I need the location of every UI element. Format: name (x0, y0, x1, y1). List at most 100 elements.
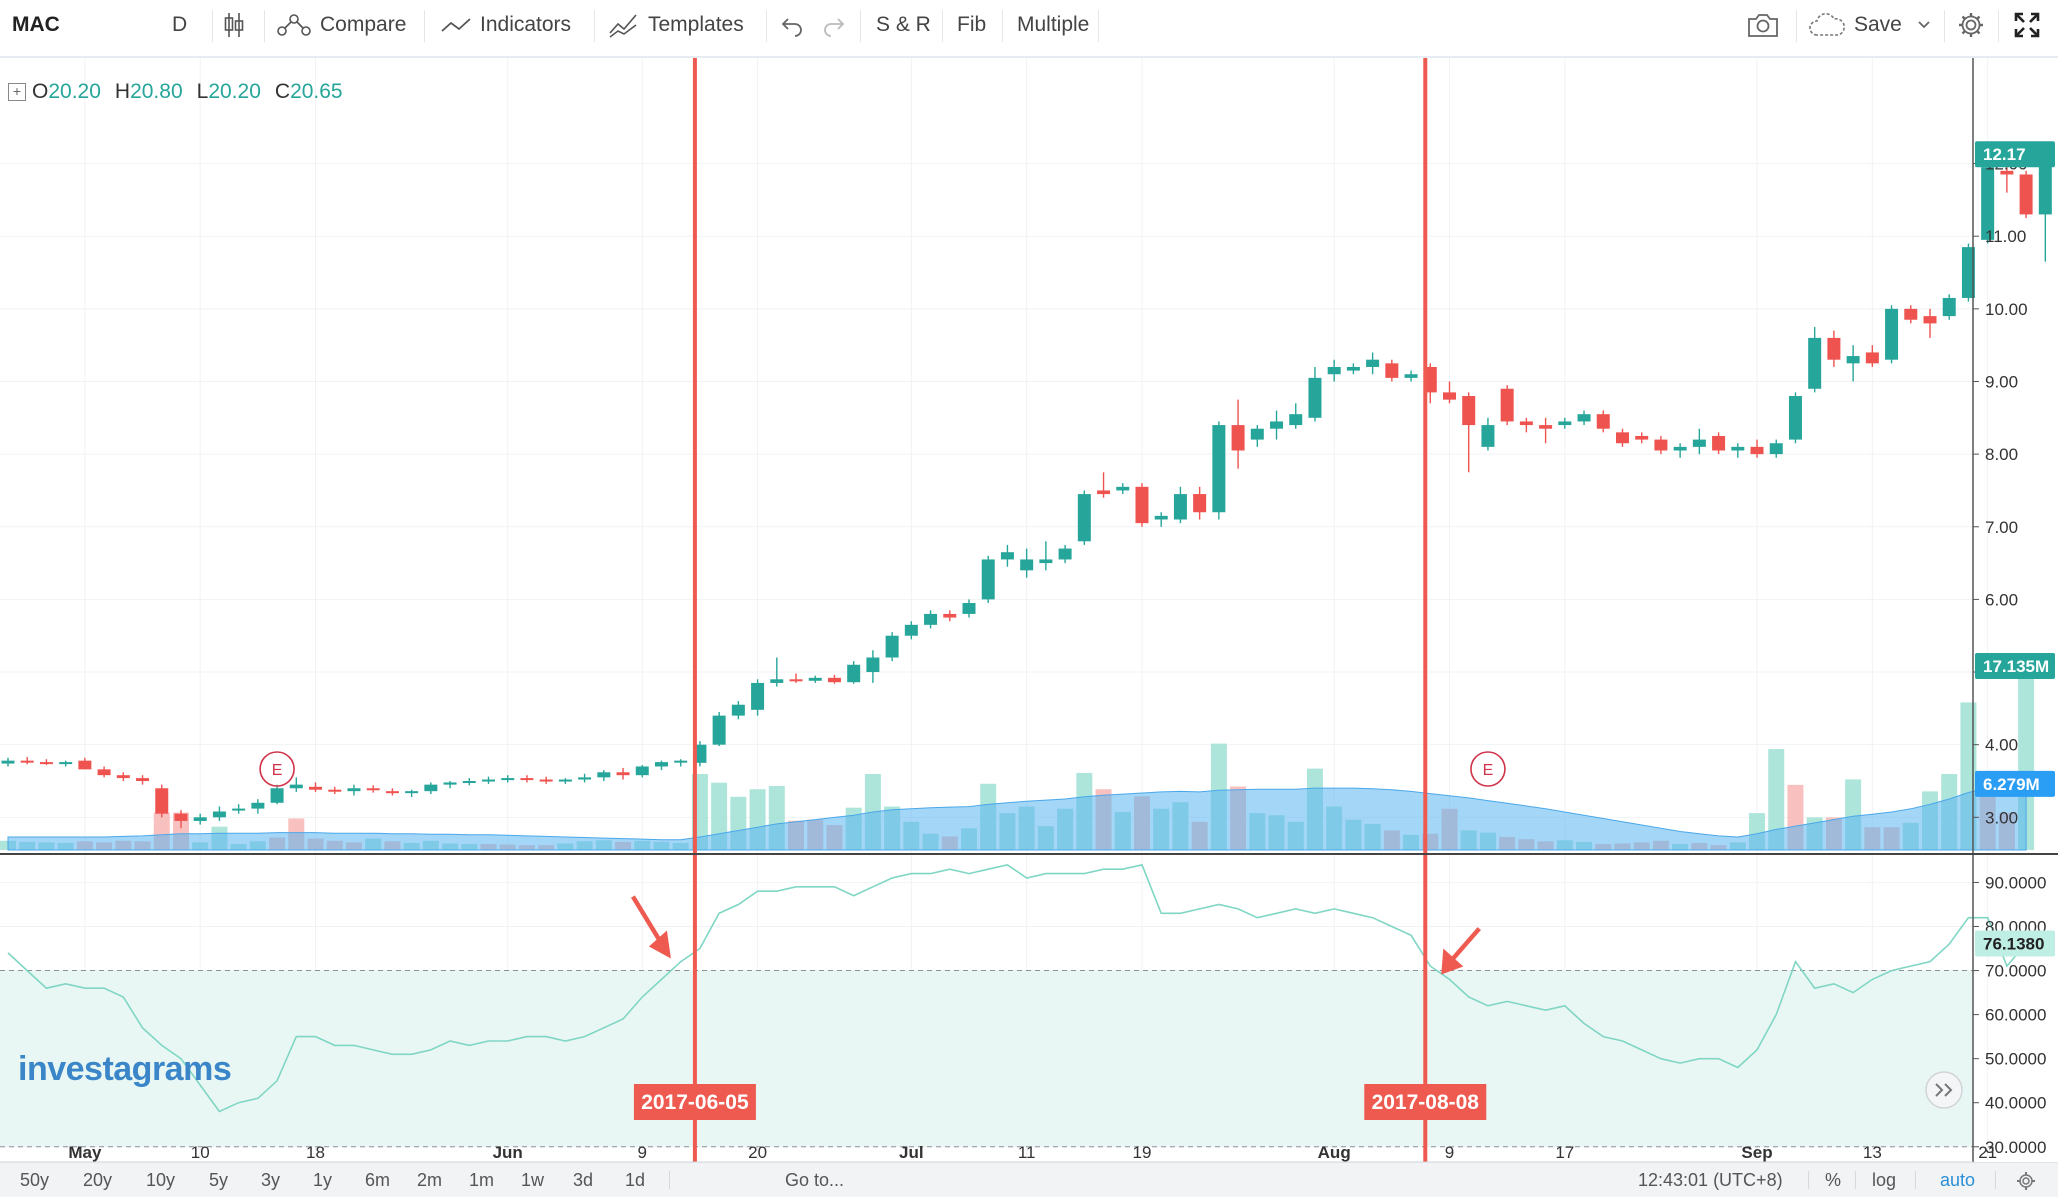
price-tick-label: 4.00 (1985, 736, 2018, 755)
log-toggle[interactable]: log (1872, 1170, 1897, 1190)
candle (1193, 486, 1207, 520)
volume-bar (1768, 749, 1785, 850)
candle (654, 760, 668, 771)
chart-settings-button[interactable] (2016, 1163, 2036, 1197)
candle (789, 673, 803, 683)
arrowhead-icon (648, 930, 671, 959)
range-button-1d[interactable]: 1d (625, 1170, 646, 1190)
range-button-6m[interactable]: 6m (365, 1170, 391, 1190)
candle-body (1077, 494, 1091, 542)
last-price-badge: 12.17 (1983, 145, 2026, 164)
range-button-10y[interactable]: 10y (146, 1170, 176, 1190)
candle-body (1750, 446, 1764, 455)
candle (1385, 359, 1399, 382)
snapshot-button[interactable] (1746, 0, 1788, 50)
multiple-button[interactable]: Multiple (1017, 13, 1090, 36)
auto-toggle[interactable]: auto (1940, 1170, 1976, 1190)
candle (424, 782, 438, 795)
undo-button[interactable] (780, 0, 812, 50)
symbol-search[interactable]: MAC (12, 13, 60, 36)
low-label: L (196, 80, 209, 103)
candle (2019, 170, 2033, 219)
candle-body (578, 777, 592, 780)
redo-icon (824, 18, 845, 38)
candle (1519, 417, 1533, 433)
candle-body (674, 760, 688, 763)
date-marker-2017-06-05[interactable]: 2017-06-05 (630, 58, 756, 1162)
range-button-1y[interactable]: 1y (313, 1170, 333, 1190)
chart-style-button[interactable] (222, 0, 254, 50)
candle (1846, 345, 1860, 382)
range-button-5y[interactable]: 5y (209, 1170, 229, 1190)
percent-toggle[interactable]: % (1825, 1170, 1842, 1190)
range-button-3d[interactable]: 3d (573, 1170, 594, 1190)
candle (539, 776, 553, 784)
goto-button[interactable]: Go to... (785, 1170, 845, 1190)
templates-button[interactable]: Templates (608, 0, 744, 50)
volume-badge: 17.135M (1983, 657, 2049, 676)
interval-button[interactable]: D (172, 13, 188, 36)
candle-body (116, 775, 130, 779)
candle-body (1039, 559, 1053, 564)
clock[interactable]: 12:43:01 (UTC+8) (1638, 1170, 1783, 1190)
range-button-1m[interactable]: 1m (469, 1170, 495, 1190)
earnings-label: E (1483, 762, 1494, 779)
save-button[interactable]: Save (1808, 0, 1902, 50)
date-marker-2017-08-08[interactable]: 2017-08-08 (1364, 58, 1487, 1162)
volume-badge-bg (1975, 653, 2055, 679)
fib-button[interactable]: Fib (957, 13, 987, 36)
earnings-marker[interactable]: E (1470, 751, 1506, 787)
candle-body (1904, 308, 1918, 320)
candle-body (731, 704, 745, 716)
indicators-button[interactable]: Indicators (440, 0, 571, 50)
candle (385, 788, 399, 796)
low-value: 20.20 (208, 80, 261, 103)
range-button-20y[interactable]: 20y (83, 1170, 113, 1190)
save-dropdown-button[interactable] (1916, 0, 1940, 50)
candle-body (1596, 414, 1610, 429)
candle (616, 767, 630, 780)
candle-body (1500, 388, 1514, 422)
range-button-3y[interactable]: 3y (261, 1170, 281, 1190)
range-button-1w[interactable]: 1w (521, 1170, 545, 1190)
price-tick-label: 9.00 (1985, 372, 2018, 391)
settings-button[interactable] (1956, 0, 1994, 50)
range-button-50y[interactable]: 50y (20, 1170, 50, 1190)
candle-body (366, 788, 380, 791)
expand-button-bg[interactable] (1925, 1071, 1963, 1109)
expand-legend-icon[interactable]: + (8, 83, 26, 101)
rsi-badge: 76.1380 (1983, 935, 2044, 954)
candle-body (78, 760, 92, 770)
candle (1692, 428, 1706, 455)
earnings-marker[interactable]: E (259, 751, 295, 787)
candle (193, 813, 207, 825)
candle-body (1769, 443, 1783, 455)
candle-body (462, 780, 476, 783)
date-marker-badge (633, 1084, 756, 1120)
candle-body (482, 779, 495, 782)
candle-body (2000, 170, 2014, 175)
toolbar-divider (860, 10, 861, 42)
redo-button[interactable] (822, 0, 854, 50)
candle (866, 650, 880, 683)
candle (731, 701, 745, 720)
candle-body (39, 762, 53, 765)
compare-button[interactable]: Compare (276, 0, 406, 50)
candle (904, 621, 918, 640)
toolbar-divider (1998, 10, 1999, 42)
fullscreen-icon (2014, 13, 2040, 38)
candle (1462, 392, 1476, 473)
candle (847, 661, 861, 684)
candle (1058, 544, 1072, 564)
candle (1615, 428, 1629, 447)
support-resistance-button[interactable]: S & R (876, 13, 931, 36)
candle (174, 810, 188, 829)
candle-body (1942, 297, 1956, 317)
candle-body (712, 715, 726, 745)
range-button-2m[interactable]: 2m (417, 1170, 443, 1190)
fullscreen-button[interactable] (2014, 0, 2048, 50)
candle-body (155, 788, 169, 814)
candle-body (962, 603, 976, 614)
